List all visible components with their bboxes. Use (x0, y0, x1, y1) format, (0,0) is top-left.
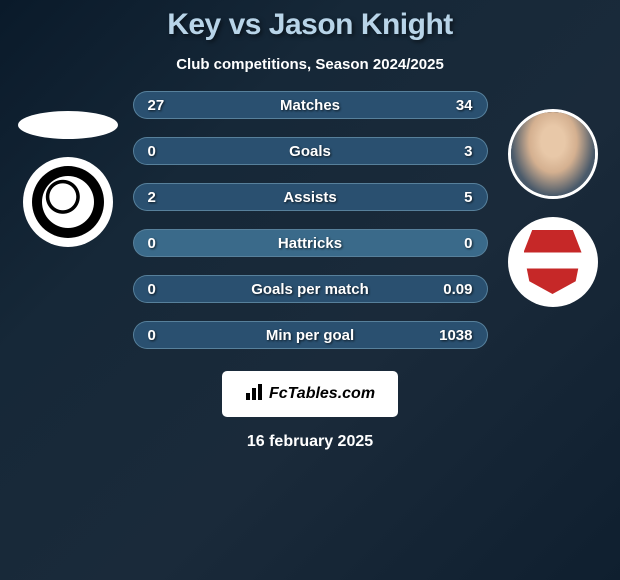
stat-label: Goals (134, 143, 487, 160)
fctables-label: FcTables.com (269, 385, 375, 403)
player1-avatar-placeholder (18, 111, 118, 139)
content-row: 27Matches340Goals32Assists50Hattricks00G… (0, 91, 620, 349)
left-column (13, 91, 123, 247)
stats-column: 27Matches340Goals32Assists50Hattricks00G… (133, 91, 488, 349)
stat-label: Goals per match (134, 281, 487, 298)
stat-label: Assists (134, 189, 487, 206)
stat-right-value: 1038 (439, 327, 472, 344)
swansea-icon (32, 166, 104, 238)
stat-right-value: 3 (464, 143, 472, 160)
stat-row: 0Min per goal1038 (133, 321, 488, 349)
player2-avatar (508, 109, 598, 199)
stat-row: 0Goals per match0.09 (133, 275, 488, 303)
club-badge-swansea (23, 157, 113, 247)
stat-right-value: 0 (464, 235, 472, 252)
stat-row: 2Assists5 (133, 183, 488, 211)
club-badge-bristol (508, 217, 598, 307)
stat-right-value: 34 (456, 97, 473, 114)
stat-label: Matches (134, 97, 487, 114)
infographic-container: Key vs Jason Knight Club competitions, S… (0, 0, 620, 580)
bristol-icon (524, 230, 582, 294)
fctables-badge[interactable]: FcTables.com (222, 371, 398, 417)
page-title: Key vs Jason Knight (167, 8, 453, 42)
stat-right-value: 0.09 (443, 281, 472, 298)
stat-row: 27Matches34 (133, 91, 488, 119)
stat-row: 0Goals3 (133, 137, 488, 165)
stat-label: Min per goal (134, 327, 487, 344)
date-text: 16 february 2025 (247, 433, 373, 451)
stat-row: 0Hattricks0 (133, 229, 488, 257)
stat-right-value: 5 (464, 189, 472, 206)
chart-icon (245, 383, 265, 406)
right-column (498, 91, 608, 307)
subtitle: Club competitions, Season 2024/2025 (176, 56, 444, 73)
stat-label: Hattricks (134, 235, 487, 252)
